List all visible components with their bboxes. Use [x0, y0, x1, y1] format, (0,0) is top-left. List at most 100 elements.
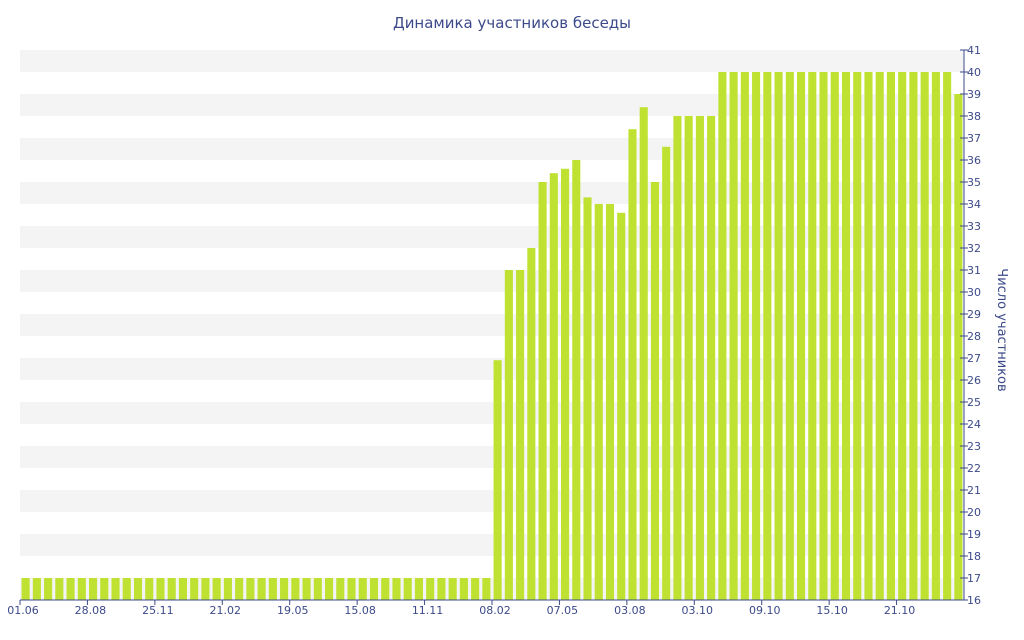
bar [662, 146, 671, 601]
bar [763, 72, 772, 600]
bar [617, 212, 626, 601]
bar [392, 578, 401, 600]
bar [369, 578, 379, 600]
bar [752, 72, 761, 600]
bar [167, 578, 176, 600]
x-tick-label: 15.10 [816, 604, 848, 617]
bar [482, 578, 491, 600]
bar [572, 160, 581, 600]
x-axis: 01.06 28.08 25.11 21.02 19.05 15.08 11.11 08.02… [7, 599, 964, 617]
bar [931, 72, 940, 600]
bar [797, 72, 806, 600]
y-axis-label: Число участников [994, 268, 1009, 391]
x-tick-label: 28.08 [75, 604, 107, 617]
bar [819, 72, 828, 600]
bar [426, 578, 435, 600]
grid-band [20, 314, 964, 336]
x-tick-label: 09.10 [749, 604, 781, 617]
bar [32, 578, 41, 600]
bar [841, 72, 851, 600]
grid-band [20, 94, 964, 116]
bar [89, 578, 98, 600]
y-tick-label: 40 [967, 66, 981, 79]
y-tick-label: 16 [967, 594, 981, 607]
bars [21, 72, 963, 601]
x-tick-label: 03.10 [682, 604, 714, 617]
bar [886, 72, 895, 600]
bar [898, 72, 907, 600]
bar [628, 129, 637, 600]
grid-band [20, 226, 964, 248]
y-tick-label: 34 [967, 198, 981, 211]
y-tick-label: 21 [967, 484, 981, 497]
x-tick-label: 11.11 [412, 604, 444, 617]
bar [66, 578, 75, 600]
x-tick-label: 07.05 [547, 604, 579, 617]
grid-band [20, 534, 964, 556]
y-tick-label: 28 [967, 330, 981, 343]
x-tick-label: 03.08 [614, 604, 646, 617]
bar [122, 578, 131, 600]
bar [178, 578, 187, 600]
bar [111, 578, 120, 600]
bar [605, 204, 615, 600]
bar [336, 578, 345, 600]
y-tick-label: 26 [967, 374, 981, 387]
x-tick-label: 15.08 [344, 604, 376, 617]
bar [246, 578, 255, 600]
bar [785, 72, 794, 600]
y-tick-label: 25 [967, 396, 981, 409]
y-tick-label: 27 [967, 352, 981, 365]
bar [684, 116, 693, 600]
bar [504, 270, 513, 600]
y-tick-label: 37 [967, 132, 981, 145]
bar [639, 107, 648, 600]
y-tick-label: 23 [967, 440, 981, 453]
y-tick-label: 24 [967, 418, 981, 431]
bar [459, 578, 468, 600]
bar [414, 578, 423, 600]
y-tick-label: 35 [967, 176, 981, 189]
y-tick-label: 30 [967, 286, 981, 299]
x-tick-label: 08.02 [479, 604, 511, 617]
bar [280, 578, 289, 600]
grid-band [20, 138, 964, 160]
bar [156, 578, 165, 600]
y-tick-label: 36 [967, 154, 981, 167]
bar [920, 72, 929, 600]
bar [44, 578, 53, 600]
bar [212, 578, 221, 600]
y-tick-label: 41 [967, 44, 981, 57]
chart-title: Динамика участников беседы [393, 14, 631, 32]
y-tick-label: 19 [967, 528, 981, 541]
grid-band [20, 490, 964, 512]
bar [201, 578, 210, 600]
bar [718, 72, 727, 600]
bar [954, 94, 963, 600]
bar [864, 72, 873, 600]
grid-bands [20, 50, 964, 600]
grid-band [20, 270, 964, 292]
bar [561, 168, 570, 601]
grid-band [20, 50, 964, 72]
bar [808, 72, 817, 600]
bar [774, 72, 783, 600]
x-tick-label: 01.06 [7, 604, 39, 617]
bar [853, 72, 862, 600]
y-tick-label: 17 [967, 572, 981, 585]
y-tick-label: 38 [967, 110, 981, 123]
y-tick-label: 22 [967, 462, 981, 475]
bar [549, 173, 558, 600]
bar [471, 578, 480, 600]
bar [313, 578, 322, 600]
x-tick-label: 25.11 [142, 604, 174, 617]
bar [268, 578, 277, 600]
bar [707, 116, 716, 600]
bar [583, 197, 592, 600]
grid-band [20, 182, 964, 204]
bar [55, 578, 64, 600]
bar [594, 204, 603, 600]
bar [909, 72, 918, 600]
x-tick-label: 19.05 [277, 604, 309, 617]
